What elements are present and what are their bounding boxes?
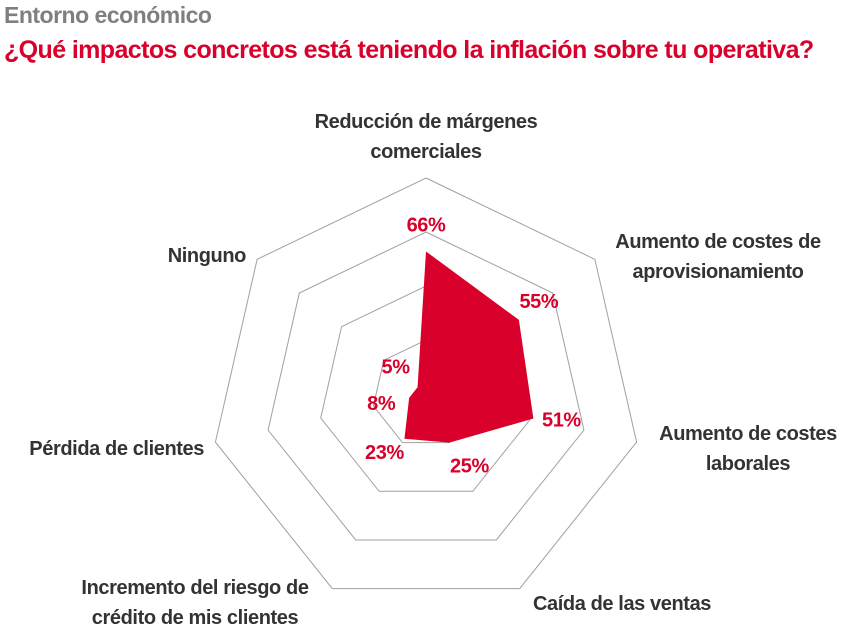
- axis-label: Reducción de márgenes comerciales: [315, 111, 538, 163]
- grid-ring-75: [267, 231, 585, 541]
- grid-ring-100: [214, 177, 638, 590]
- value-label: 55%: [519, 291, 558, 313]
- axis-label: Ninguno: [168, 245, 246, 267]
- value-label: 25%: [450, 456, 489, 478]
- value-label: 51%: [542, 410, 581, 432]
- value-label: 5%: [382, 356, 411, 378]
- section-kicker: Entorno económico: [4, 2, 212, 28]
- value-labels: 66% 55% 51% 25% 23% 8% 5%: [365, 214, 582, 478]
- radar-series: [404, 251, 534, 443]
- axis-label: Incremento del riesgo de crédito de mis c…: [81, 577, 308, 629]
- series-area: [404, 251, 534, 443]
- value-label: 8%: [367, 393, 396, 415]
- axis-labels: Reducción de márgenes comerciales Aumento …: [29, 111, 837, 629]
- axis-label: Aumento de costes de aprovisionamiento: [615, 231, 821, 283]
- value-label: 66%: [407, 214, 446, 236]
- value-label: 23%: [365, 442, 404, 464]
- axis-label: Pérdida de clientes: [29, 438, 204, 460]
- axis-label: Aumento de costes laborales: [659, 423, 837, 475]
- axis-label: Caída de las ventas: [533, 593, 711, 615]
- chart-title: ¿Qué impactos concretos está teniendo la…: [4, 36, 814, 64]
